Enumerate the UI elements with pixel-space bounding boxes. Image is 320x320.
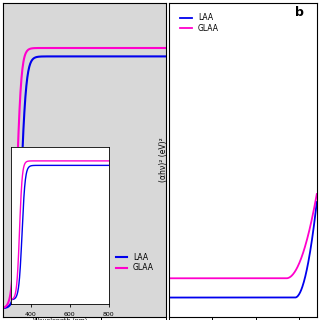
Text: b: b (295, 6, 303, 19)
Y-axis label: (αhν)² (eV)²: (αhν)² (eV)² (158, 138, 168, 182)
Legend: LAA, GLAA: LAA, GLAA (177, 10, 222, 36)
Legend: LAA, GLAA: LAA, GLAA (112, 250, 157, 275)
